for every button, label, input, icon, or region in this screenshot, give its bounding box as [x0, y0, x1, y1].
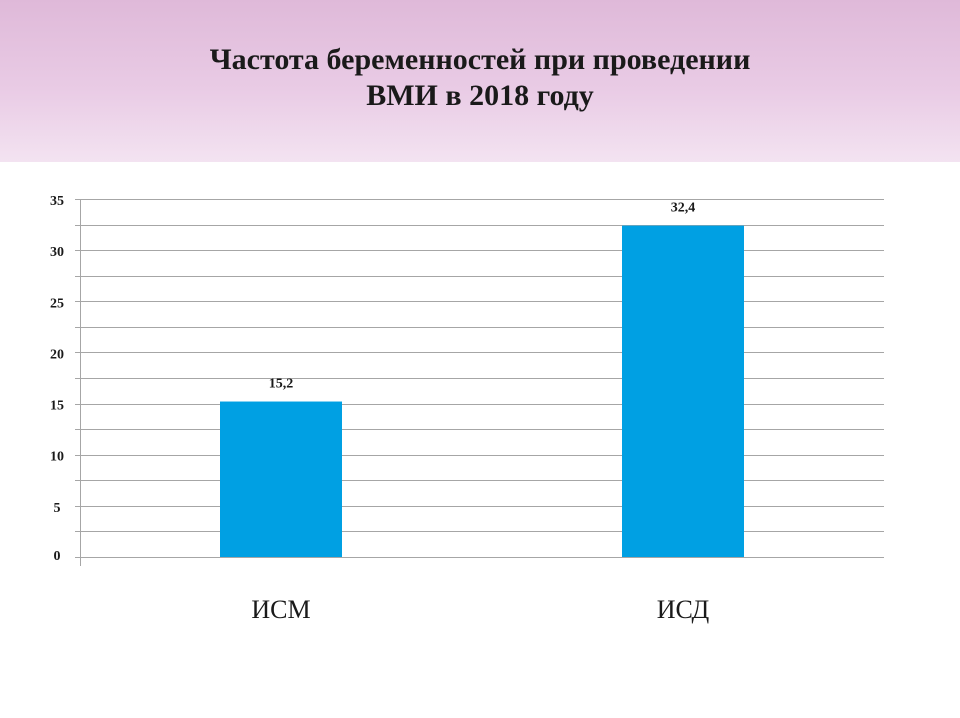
- slide-title-line-2: ВМИ в 2018 году: [366, 79, 594, 112]
- slide-header-band: [0, 0, 960, 162]
- y-tick-label: 15: [50, 399, 64, 414]
- y-tick-label: 5: [54, 501, 61, 516]
- x-category-label: ИСД: [657, 595, 710, 624]
- x-category-label: ИСМ: [251, 595, 310, 624]
- bar: [622, 225, 744, 557]
- y-tick-label: 0: [54, 549, 61, 564]
- y-tick-label: 20: [50, 347, 64, 362]
- slide-title: Частота беременностей при проведении ВМИ…: [0, 42, 960, 114]
- slide-title-line-1: Частота беременностей при проведении: [209, 43, 751, 76]
- y-tick-label: 35: [50, 194, 64, 209]
- bar: [220, 401, 342, 557]
- bar-value-label: 32,4: [671, 201, 696, 216]
- y-tick-label: 30: [50, 245, 64, 260]
- y-tick-label: 25: [50, 296, 64, 311]
- bar-value-label: 15,2: [269, 377, 294, 392]
- y-tick-label: 10: [50, 450, 64, 465]
